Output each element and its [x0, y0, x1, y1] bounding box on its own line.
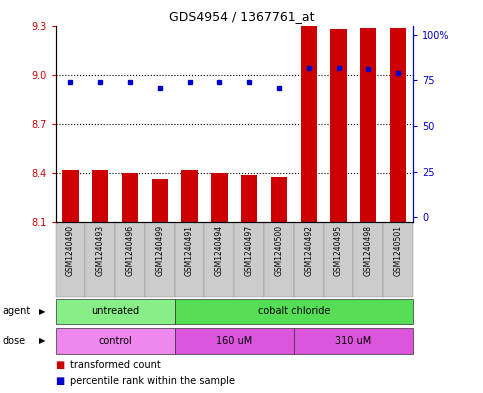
Bar	[62, 170, 79, 222]
Bar	[122, 173, 138, 222]
Bar	[360, 28, 376, 222]
Text: percentile rank within the sample: percentile rank within the sample	[70, 376, 235, 386]
Text: ■: ■	[56, 376, 65, 386]
Bar	[390, 28, 406, 222]
Text: transformed count: transformed count	[70, 360, 161, 370]
Bar	[241, 175, 257, 222]
Bar	[300, 26, 317, 222]
Text: ▶: ▶	[39, 307, 46, 316]
Text: GDS4954 / 1367761_at: GDS4954 / 1367761_at	[169, 10, 314, 23]
Text: control: control	[98, 336, 132, 346]
Bar	[182, 170, 198, 222]
Text: ▶: ▶	[39, 336, 46, 345]
Bar	[92, 170, 108, 222]
Bar	[152, 179, 168, 222]
Text: 160 uM: 160 uM	[216, 336, 253, 346]
Bar	[330, 29, 347, 222]
Bar	[211, 173, 227, 222]
Text: ■: ■	[56, 360, 65, 370]
Text: dose: dose	[2, 336, 26, 346]
Text: untreated: untreated	[91, 307, 139, 316]
Bar	[271, 177, 287, 222]
Text: 310 uM: 310 uM	[335, 336, 371, 346]
Text: cobalt chloride: cobalt chloride	[257, 307, 330, 316]
Text: agent: agent	[2, 307, 30, 316]
